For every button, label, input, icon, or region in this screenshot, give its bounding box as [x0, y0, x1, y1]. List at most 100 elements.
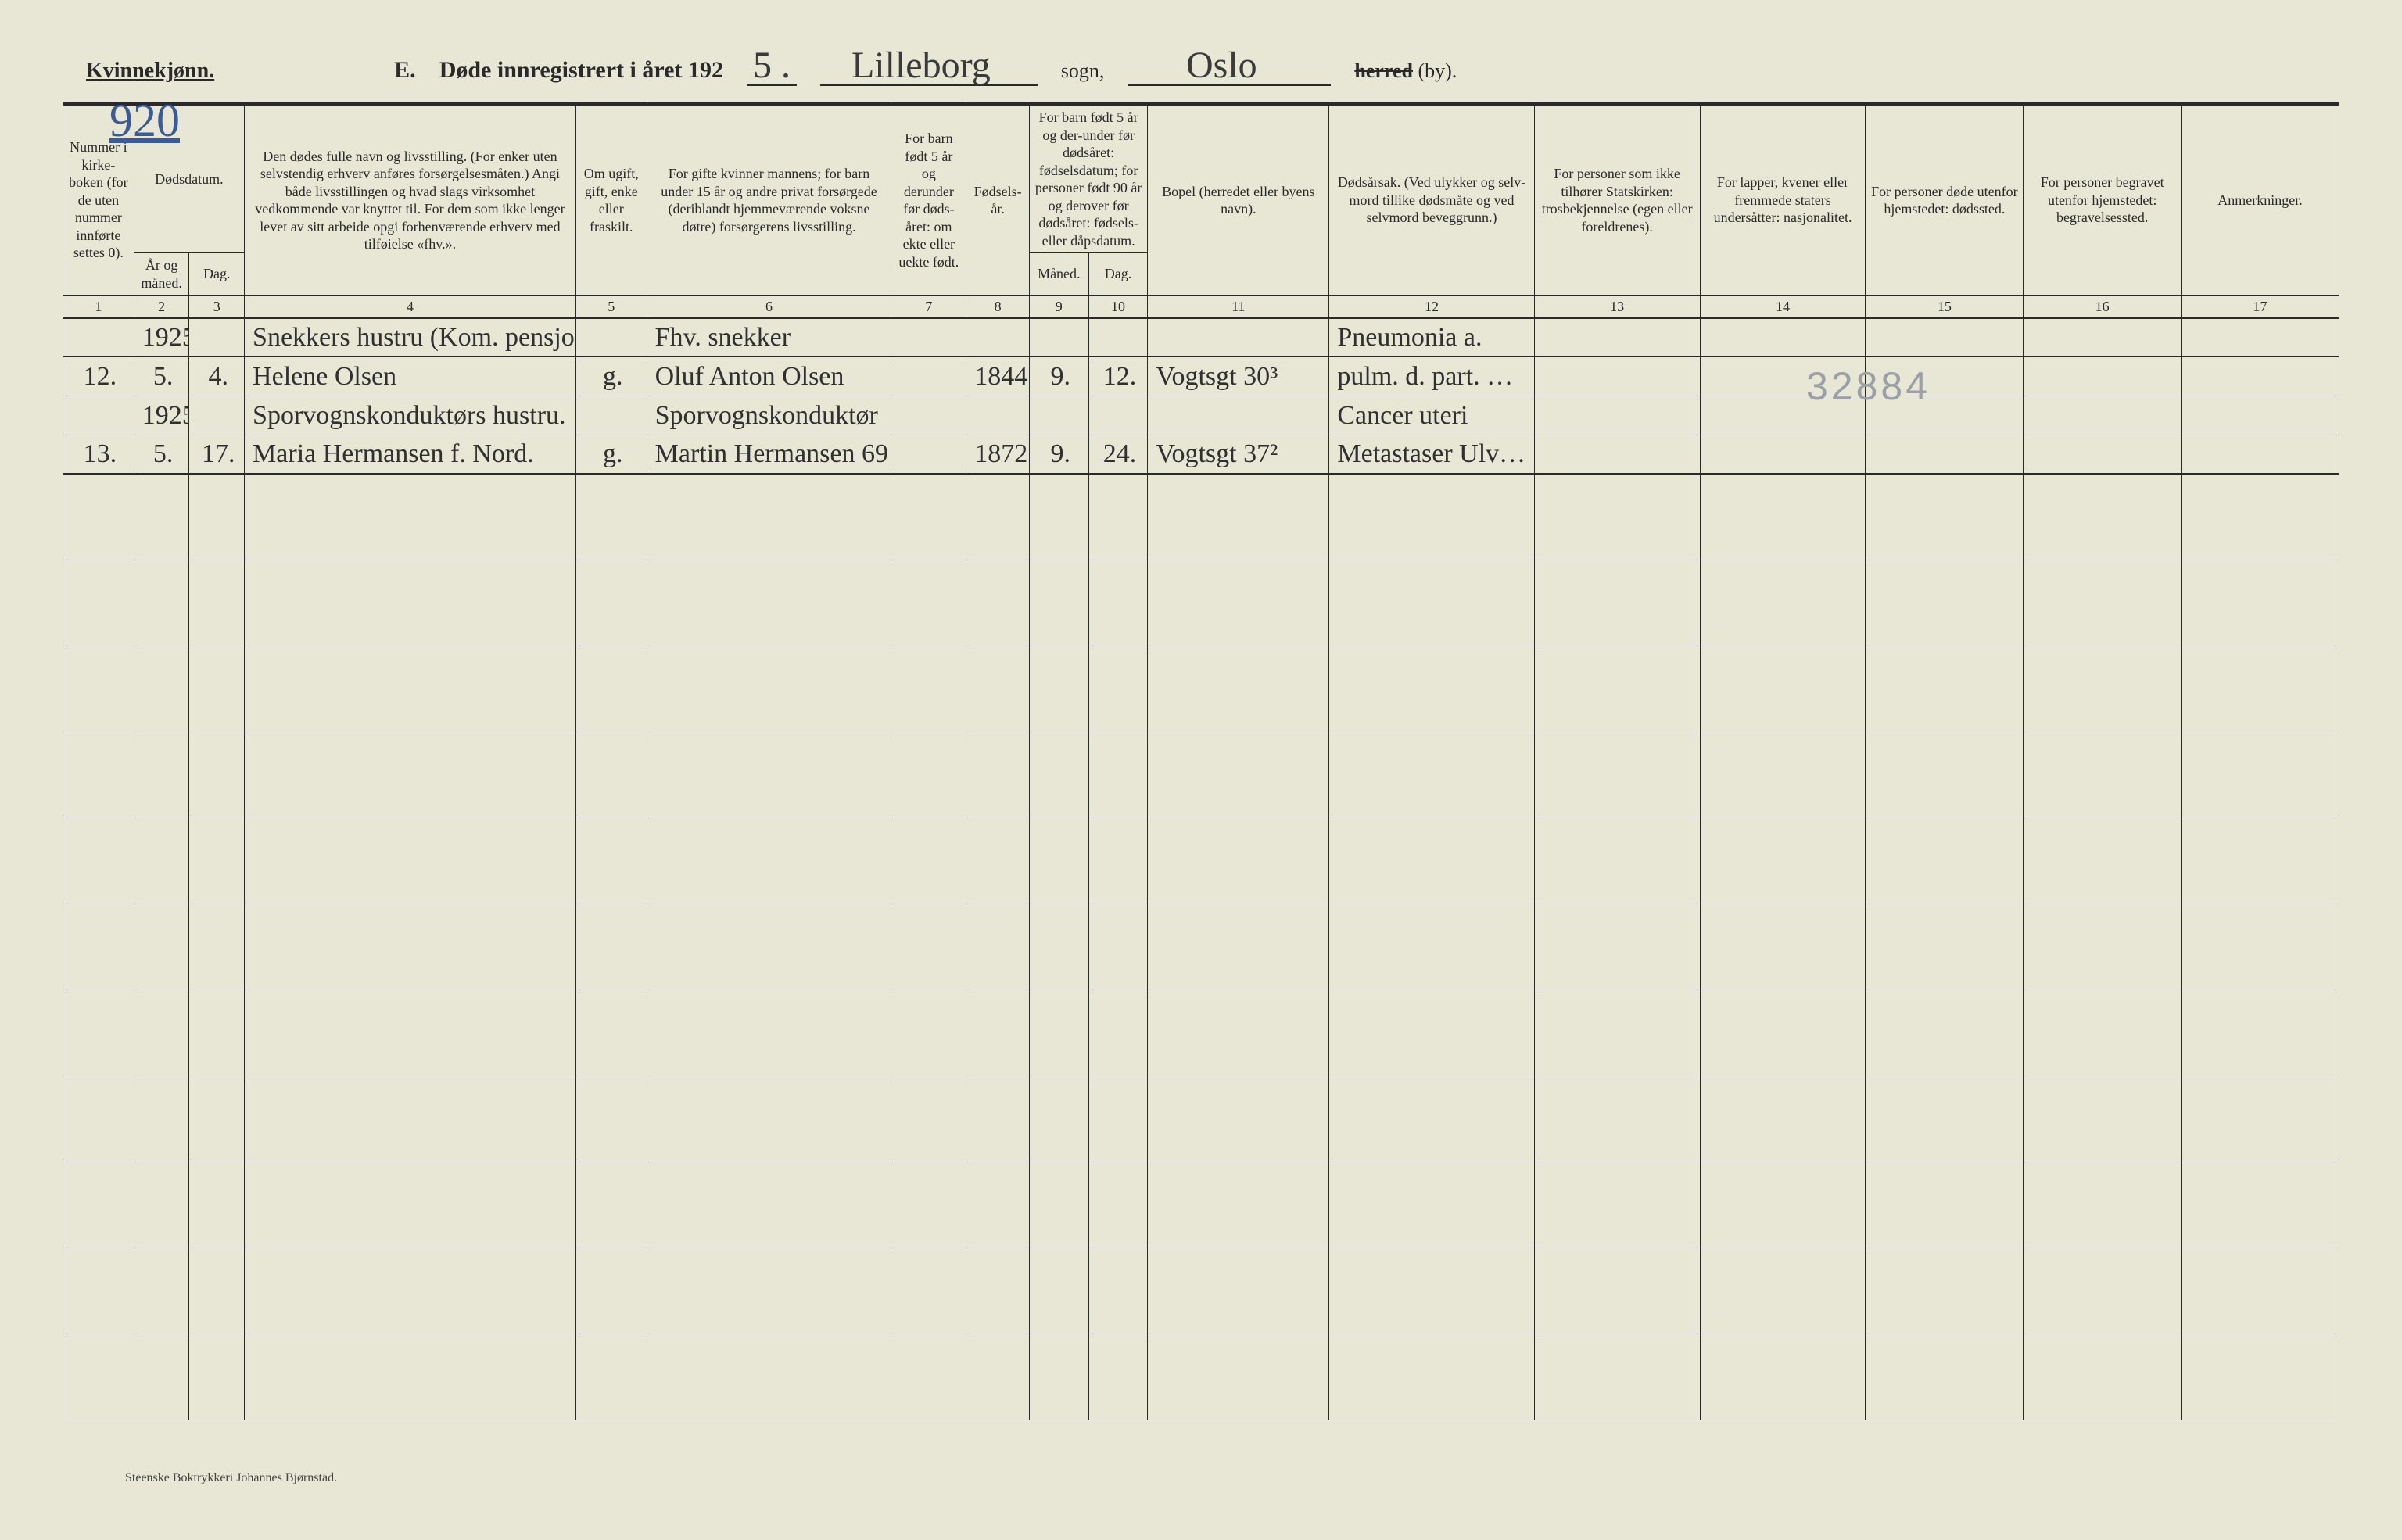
- cell: [575, 318, 647, 357]
- cell: [575, 1162, 647, 1248]
- cell: [891, 357, 966, 396]
- herred-tail: (by).: [1413, 59, 1457, 82]
- col-head-16: For personer begravet utenfor hjemstedet…: [2024, 106, 2182, 296]
- cell: [2182, 396, 2339, 435]
- cell: [63, 732, 134, 818]
- cell: [1329, 1334, 1534, 1420]
- col-num-5: 5: [575, 295, 647, 318]
- cell: [245, 475, 576, 560]
- printer-footer: Steenske Boktrykkeri Johannes Bjørnstad.: [125, 1471, 337, 1485]
- cell: [1029, 1076, 1088, 1162]
- cell: [1700, 646, 1866, 732]
- cell: [1700, 1248, 1866, 1334]
- table-row: [63, 1076, 2339, 1162]
- cell: [134, 1076, 189, 1162]
- cell: [1029, 904, 1088, 990]
- cell: [1700, 990, 1866, 1076]
- header-row: Kvinnekjønn. E. Døde innregistrert i åre…: [63, 47, 2339, 86]
- cell: [1148, 732, 1329, 818]
- col-head-11: Bopel (herredet eller byens navn).: [1148, 106, 1329, 296]
- cell: [966, 1334, 1030, 1420]
- cell: 1844.: [966, 357, 1030, 396]
- cell: [134, 1162, 189, 1248]
- col-num-1: 1: [63, 295, 134, 318]
- cell: [2024, 732, 2182, 818]
- cell: [134, 990, 189, 1076]
- cell: [966, 318, 1030, 357]
- cell: [647, 560, 891, 646]
- cell: [2182, 990, 2339, 1076]
- cell: [2024, 318, 2182, 357]
- cell: [891, 818, 966, 904]
- col-head-9-sub: Måned.: [1029, 253, 1088, 296]
- cell: 1872.: [966, 435, 1030, 475]
- cell: [1534, 646, 1700, 732]
- cell: [63, 818, 134, 904]
- cell: [63, 1076, 134, 1162]
- cell: [891, 318, 966, 357]
- cell: [189, 560, 245, 646]
- gender-label: Kvinnekjønn.: [86, 59, 214, 84]
- cell: [245, 1334, 576, 1420]
- cell: [1534, 1076, 1700, 1162]
- herred-struck: herred: [1354, 59, 1413, 82]
- cell: [1329, 1248, 1534, 1334]
- cell: [575, 560, 647, 646]
- cell: [1329, 560, 1534, 646]
- cell: [1088, 1248, 1148, 1334]
- cell: [189, 904, 245, 990]
- cell: [2182, 560, 2339, 646]
- cell: [1700, 818, 1866, 904]
- cell: [2182, 318, 2339, 357]
- cell: [575, 475, 647, 560]
- cell: [245, 990, 576, 1076]
- col-head-7: For barn født 5 år og derunder før døds-…: [891, 106, 966, 296]
- col-num-16: 16: [2024, 295, 2182, 318]
- cell: [2182, 818, 2339, 904]
- cell: [1029, 1334, 1088, 1420]
- cell: Sporvognskonduktørs hustru.: [245, 396, 576, 435]
- col-head-13: For personer som ikke tilhører Statskirk…: [1534, 106, 1700, 296]
- cell: [647, 1162, 891, 1248]
- cell: [575, 904, 647, 990]
- col-head-12: Dødsårsak. (Ved ulykker og selv-mord til…: [1329, 106, 1534, 296]
- cell: [2024, 990, 2182, 1076]
- cell: [2024, 1162, 2182, 1248]
- cell: [63, 646, 134, 732]
- cell: [1534, 1162, 1700, 1248]
- cell: [891, 396, 966, 435]
- cell: [189, 318, 245, 357]
- col-num-12: 12: [1329, 295, 1534, 318]
- herred-label: herred (by).: [1354, 59, 1457, 83]
- table-row: 1925. Snekkers hustru (Kom. pensjon) Fhv…: [63, 318, 2339, 357]
- cell: [2024, 818, 2182, 904]
- cell: [1700, 732, 1866, 818]
- cell: [1866, 732, 2024, 818]
- cell: g.: [575, 357, 647, 396]
- cell: 12.: [1088, 357, 1148, 396]
- cell: [63, 560, 134, 646]
- cell: [134, 475, 189, 560]
- cell: [2182, 435, 2339, 475]
- cell: 9.: [1029, 435, 1088, 475]
- table-head: Nummer i kirke-boken (for de uten nummer…: [63, 106, 2339, 318]
- cell: [1148, 646, 1329, 732]
- cell: [1866, 646, 2024, 732]
- cell: [189, 396, 245, 435]
- cell: [647, 646, 891, 732]
- cell: [1866, 1076, 2024, 1162]
- table-body: 1925. Snekkers hustru (Kom. pensjon) Fhv…: [63, 318, 2339, 1420]
- col-head-2-sub: År og måned.: [134, 253, 189, 296]
- table-row: [63, 1162, 2339, 1248]
- cell: [63, 318, 134, 357]
- table-row: 13. 5. 17. Maria Hermansen f. Nord. g. M…: [63, 435, 2339, 475]
- cell: [1029, 1162, 1088, 1248]
- cell: [1088, 818, 1148, 904]
- cell: [966, 904, 1030, 990]
- cell: [1148, 560, 1329, 646]
- cell: [1534, 435, 1700, 475]
- cell: [2024, 475, 2182, 560]
- cell: [1534, 1334, 1700, 1420]
- cell: [1534, 318, 1700, 357]
- cell: [1700, 1334, 1866, 1420]
